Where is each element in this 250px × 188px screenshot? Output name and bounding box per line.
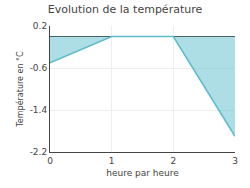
svg-text:1: 1 (109, 156, 115, 166)
svg-text:3: 3 (232, 156, 238, 166)
svg-text:-0.6: -0.6 (30, 63, 48, 73)
svg-text:-2.2: -2.2 (30, 147, 48, 157)
svg-text:Température en °C: Température en °C (15, 51, 25, 128)
svg-text:0.2: 0.2 (33, 21, 47, 31)
svg-text:0: 0 (47, 156, 53, 166)
svg-text:2: 2 (170, 156, 176, 166)
svg-text:-1.4: -1.4 (30, 105, 48, 115)
svg-text:Evolution de la température: Evolution de la température (48, 3, 203, 16)
svg-text:heure par heure: heure par heure (106, 168, 179, 178)
